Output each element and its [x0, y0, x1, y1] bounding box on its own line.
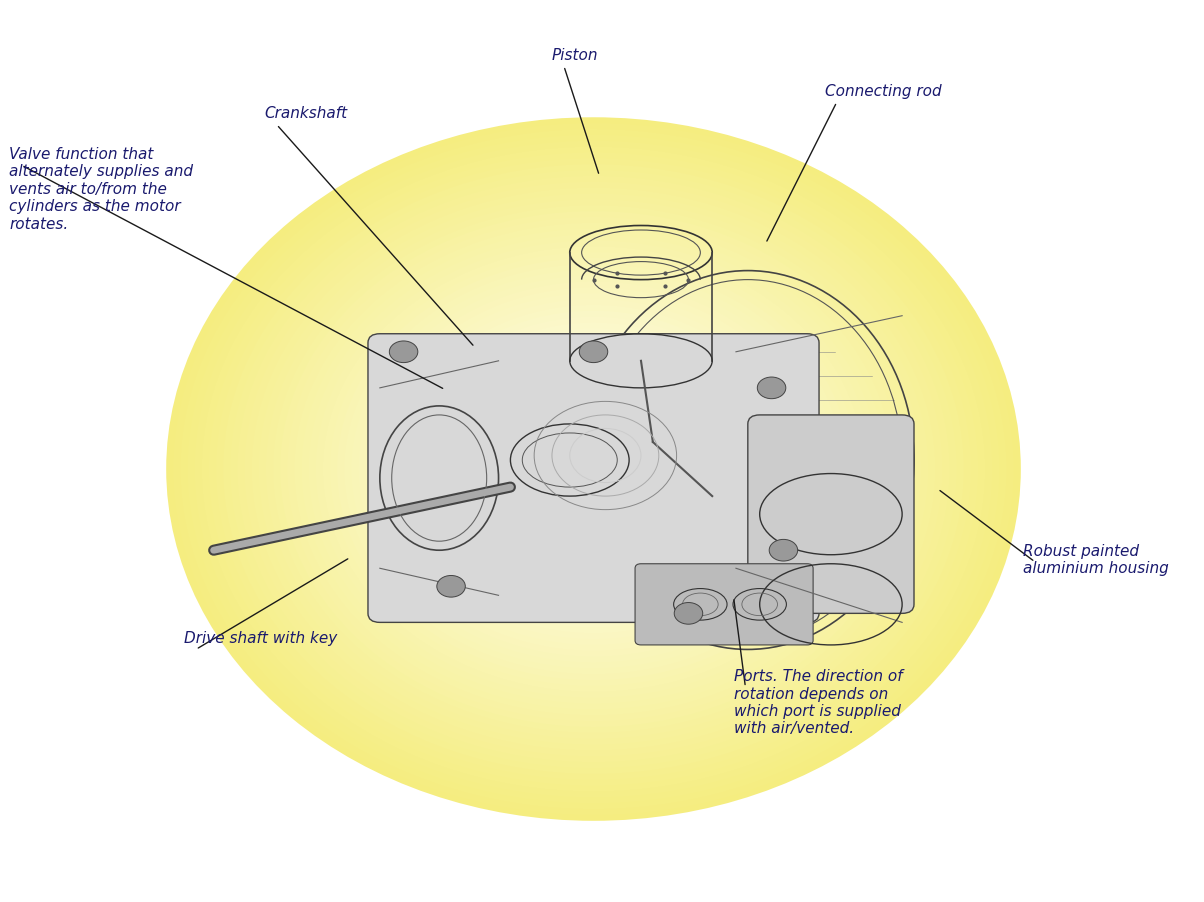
Ellipse shape — [352, 270, 836, 668]
Text: Piston: Piston — [551, 48, 598, 63]
Ellipse shape — [344, 264, 843, 675]
Ellipse shape — [173, 124, 1014, 815]
Ellipse shape — [544, 428, 643, 511]
Ellipse shape — [188, 135, 999, 803]
Circle shape — [757, 377, 786, 399]
Ellipse shape — [209, 152, 978, 786]
Ellipse shape — [252, 188, 936, 750]
Circle shape — [674, 603, 703, 624]
Ellipse shape — [323, 246, 864, 692]
Ellipse shape — [572, 451, 615, 487]
Ellipse shape — [337, 258, 850, 680]
Ellipse shape — [366, 281, 821, 657]
Ellipse shape — [166, 117, 1021, 821]
Ellipse shape — [273, 205, 914, 732]
Ellipse shape — [288, 217, 899, 722]
Ellipse shape — [408, 317, 779, 621]
Ellipse shape — [230, 170, 957, 769]
FancyBboxPatch shape — [368, 334, 819, 622]
Ellipse shape — [557, 439, 630, 498]
Text: Drive shaft with key: Drive shaft with key — [184, 631, 337, 647]
Ellipse shape — [523, 410, 665, 528]
Text: Connecting rod: Connecting rod — [825, 84, 942, 99]
Ellipse shape — [195, 141, 992, 797]
Circle shape — [437, 575, 465, 597]
Ellipse shape — [550, 434, 636, 504]
Ellipse shape — [373, 287, 814, 651]
Ellipse shape — [530, 417, 657, 521]
Ellipse shape — [459, 358, 728, 581]
Ellipse shape — [494, 387, 694, 551]
Ellipse shape — [579, 457, 608, 481]
FancyBboxPatch shape — [635, 564, 813, 645]
Ellipse shape — [415, 323, 772, 615]
Ellipse shape — [244, 182, 943, 756]
Ellipse shape — [315, 241, 872, 698]
Ellipse shape — [472, 370, 715, 569]
Ellipse shape — [259, 194, 928, 745]
Ellipse shape — [394, 305, 793, 633]
Ellipse shape — [486, 381, 701, 557]
Ellipse shape — [508, 399, 679, 539]
Ellipse shape — [401, 310, 786, 628]
Ellipse shape — [586, 464, 601, 474]
Ellipse shape — [301, 229, 885, 709]
Ellipse shape — [537, 422, 650, 516]
Ellipse shape — [386, 299, 799, 639]
Text: Valve function that
alternately supplies and
vents air to/from the
cylinders as : Valve function that alternately supplies… — [10, 147, 194, 232]
Ellipse shape — [216, 159, 970, 779]
Ellipse shape — [465, 364, 721, 575]
Ellipse shape — [430, 335, 757, 604]
Ellipse shape — [223, 164, 964, 774]
Ellipse shape — [281, 211, 907, 727]
Ellipse shape — [237, 176, 950, 762]
Ellipse shape — [437, 340, 750, 598]
Circle shape — [769, 539, 798, 561]
Ellipse shape — [452, 352, 736, 586]
Ellipse shape — [379, 293, 807, 645]
Ellipse shape — [565, 446, 622, 492]
Ellipse shape — [295, 223, 892, 715]
Ellipse shape — [181, 129, 1007, 809]
Ellipse shape — [202, 147, 985, 792]
Ellipse shape — [479, 375, 708, 563]
Text: Crankshaft: Crankshaft — [265, 106, 348, 122]
Ellipse shape — [444, 346, 743, 593]
Ellipse shape — [501, 393, 686, 545]
Ellipse shape — [423, 328, 765, 610]
Circle shape — [579, 341, 608, 363]
Ellipse shape — [266, 199, 921, 739]
Circle shape — [389, 341, 418, 363]
Ellipse shape — [330, 252, 857, 686]
Ellipse shape — [308, 235, 879, 704]
Ellipse shape — [515, 404, 672, 534]
Text: Robust painted
aluminium housing: Robust painted aluminium housing — [1023, 544, 1169, 576]
Text: Ports. The direction of
rotation depends on
which port is supplied
with air/vent: Ports. The direction of rotation depends… — [733, 669, 902, 737]
FancyBboxPatch shape — [748, 415, 914, 613]
Ellipse shape — [359, 276, 828, 662]
